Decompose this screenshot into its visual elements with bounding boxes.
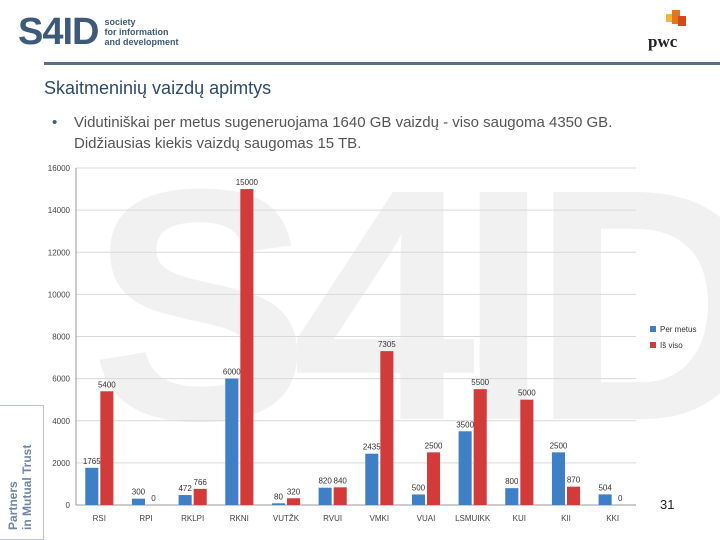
data-label: 2500: [550, 441, 568, 450]
y-tick-label: 10000: [48, 290, 71, 299]
y-tick-label: 12000: [48, 248, 71, 257]
data-label: 2500: [425, 441, 443, 450]
legend-swatch: [650, 326, 656, 332]
x-tick-label: KII: [561, 514, 571, 523]
y-tick-label: 14000: [48, 206, 71, 215]
bar-is-viso: [240, 189, 254, 505]
y-tick-label: 6000: [52, 375, 70, 384]
slide-number: 31: [660, 497, 675, 512]
x-tick-label: RSI: [93, 514, 106, 523]
logo-line-2: for information: [104, 27, 169, 37]
data-label: 504: [598, 483, 612, 492]
data-label: 0: [618, 494, 623, 503]
bar-per-metus: [225, 378, 239, 505]
bar-per-metus: [458, 431, 472, 505]
pwc-logo: pwc: [644, 10, 694, 51]
data-label: 300: [132, 488, 146, 497]
x-tick-label: RPI: [139, 514, 152, 523]
data-label: 7305: [378, 340, 396, 349]
y-tick-label: 8000: [52, 333, 70, 342]
data-label: 320: [287, 487, 301, 496]
x-tick-label: LSMUIKK: [455, 514, 491, 523]
logo-tagline: society for information and development: [104, 17, 178, 47]
data-label: 800: [505, 477, 519, 486]
data-label: 1765: [83, 457, 101, 466]
x-tick-label: RKNI: [230, 514, 249, 523]
data-label: 80: [274, 492, 283, 501]
bar-per-metus: [365, 453, 379, 505]
bar-per-metus: [411, 494, 425, 505]
data-label: 5500: [471, 378, 489, 387]
y-tick-label: 2000: [52, 459, 70, 468]
logo-line-1: society: [104, 17, 136, 27]
x-tick-label: RKLPI: [181, 514, 204, 523]
bar-is-viso: [567, 486, 581, 505]
x-tick-label: VUTŽK: [273, 514, 300, 523]
bullet-text: Vidutiniškai per metus sugeneruojama 164…: [74, 114, 613, 152]
legend-label: Per metus: [660, 325, 696, 334]
data-label: 0: [151, 494, 156, 503]
bar-is-viso: [100, 391, 114, 505]
bar-per-metus: [505, 488, 519, 505]
data-label: 820: [318, 477, 332, 486]
bar-per-metus: [178, 495, 192, 505]
header: S4ID society for information and develop…: [0, 0, 720, 64]
x-tick-label: KUI: [513, 514, 526, 523]
data-label: 5400: [98, 380, 116, 389]
data-label: 766: [194, 478, 208, 487]
bar-is-viso: [380, 351, 394, 505]
y-tick-label: 0: [66, 501, 71, 510]
data-label: 840: [334, 476, 348, 485]
logo-mark: S4ID: [18, 11, 99, 53]
legend-label: Iš viso: [660, 341, 683, 350]
bar-per-metus: [598, 494, 612, 505]
slide-title: Skaitmeninių vaizdų apimtys: [44, 78, 272, 98]
logo-line-3: and development: [104, 37, 179, 47]
bar-is-viso: [520, 399, 534, 505]
watermark: S4ID: [90, 120, 720, 489]
data-label: 3500: [456, 420, 474, 429]
bar-is-viso: [427, 452, 441, 505]
bar-per-metus: [131, 498, 145, 505]
header-divider: [44, 62, 720, 65]
s4id-logo: S4ID society for information and develop…: [18, 12, 179, 52]
y-tick-label: 4000: [52, 417, 70, 426]
x-tick-label: RVUI: [323, 514, 342, 523]
bar-per-metus: [318, 487, 332, 505]
bar-per-metus: [271, 503, 285, 505]
bar-per-metus: [85, 467, 99, 505]
legend-swatch: [650, 342, 656, 348]
bullet-point: • Vidutiniškai per metus sugeneruojama 1…: [52, 112, 692, 154]
bar-is-viso: [473, 389, 487, 505]
y-tick-label: 16000: [48, 164, 71, 173]
data-label: 500: [412, 483, 426, 492]
pwc-wordmark: pwc: [648, 32, 678, 51]
data-label: 2435: [363, 443, 381, 452]
bar-is-viso: [287, 498, 301, 505]
bar-is-viso: [333, 487, 347, 505]
data-label: 6000: [223, 368, 241, 377]
bar-is-viso: [193, 488, 207, 505]
data-label: 5000: [518, 389, 536, 398]
data-label: 15000: [236, 178, 259, 187]
bar-per-metus: [551, 452, 565, 505]
data-label: 870: [567, 476, 581, 485]
x-tick-label: VMKI: [370, 514, 390, 523]
x-tick-label: KKI: [606, 514, 619, 523]
data-label: 472: [178, 484, 192, 493]
pwc-logo-icon: [666, 10, 686, 26]
bullet-dot-icon: •: [52, 114, 58, 131]
x-tick-label: VUAI: [417, 514, 436, 523]
